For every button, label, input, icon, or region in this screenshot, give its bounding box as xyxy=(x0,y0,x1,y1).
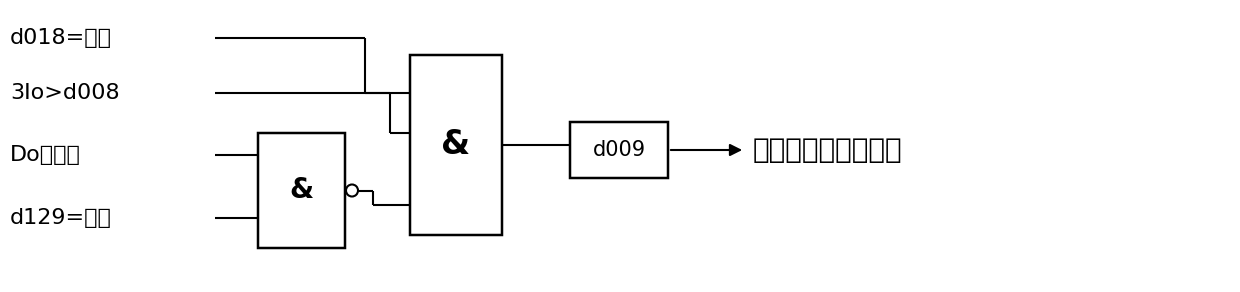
Circle shape xyxy=(346,185,358,197)
Text: d018=投入: d018=投入 xyxy=(10,28,112,48)
Text: &: & xyxy=(289,176,314,204)
Text: Do不动作: Do不动作 xyxy=(10,145,81,165)
Text: d129=投入: d129=投入 xyxy=(10,208,112,228)
Text: &: & xyxy=(441,128,470,161)
Text: 该线路单相接地故障: 该线路单相接地故障 xyxy=(753,136,903,164)
Text: 3Io>d008: 3Io>d008 xyxy=(10,83,119,103)
Bar xyxy=(410,55,502,235)
Text: d009: d009 xyxy=(593,140,646,160)
Bar xyxy=(258,133,345,248)
Bar xyxy=(570,122,668,178)
